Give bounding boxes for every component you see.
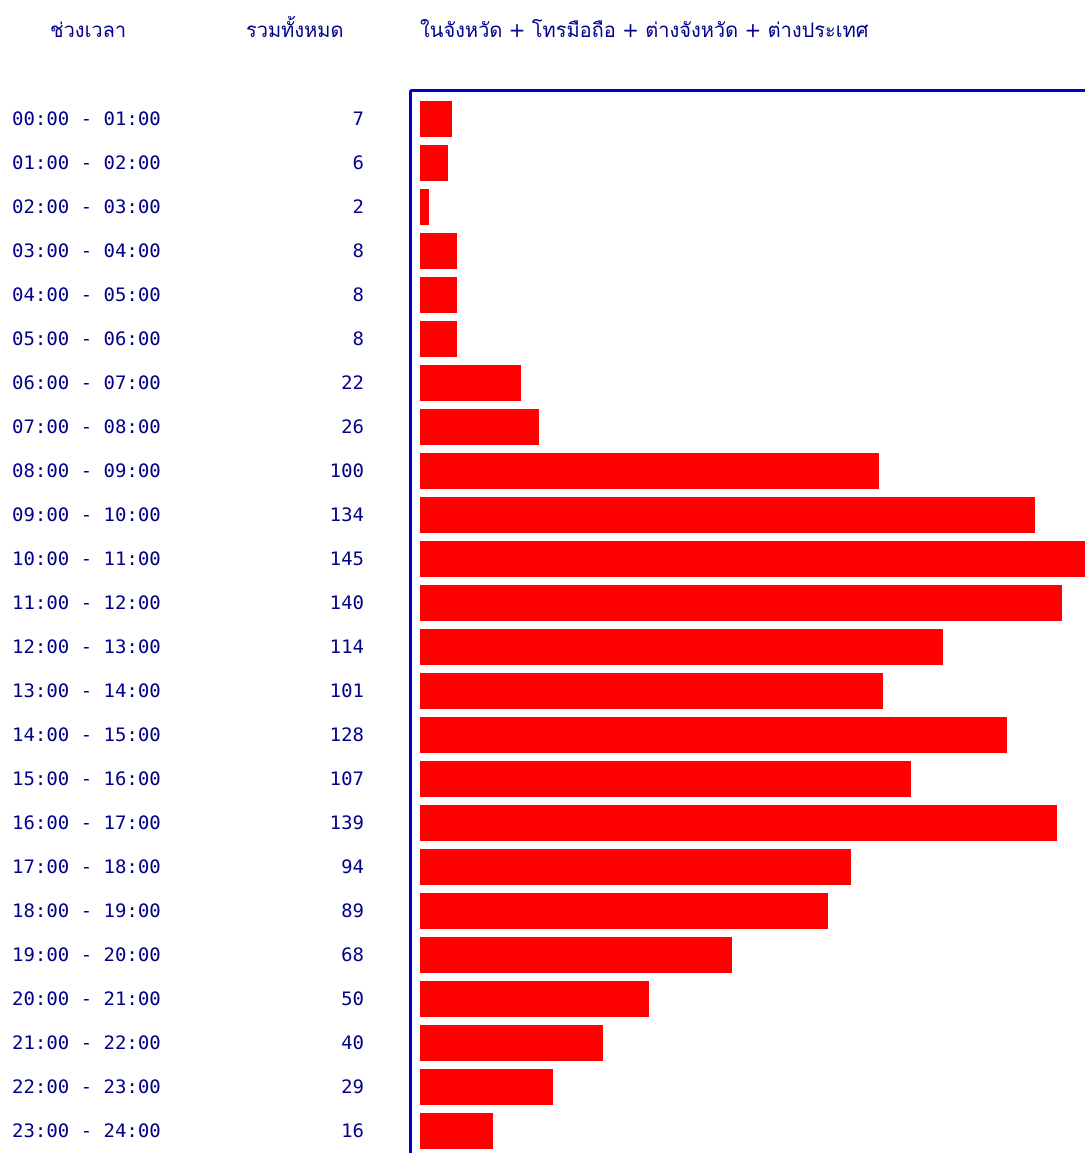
bar (420, 145, 448, 181)
total-value-label: 6 (352, 152, 364, 174)
total-value-label: 100 (329, 460, 364, 482)
bar (420, 673, 883, 709)
time-range-label: 22:00 - 23:00 (12, 1076, 161, 1098)
time-range-label: 00:00 - 01:00 (12, 108, 161, 130)
time-range-label: 16:00 - 17:00 (12, 812, 161, 834)
time-range-label: 18:00 - 19:00 (12, 900, 161, 922)
time-range-label: 02:00 - 03:00 (12, 196, 161, 218)
time-range-label: 12:00 - 13:00 (12, 636, 161, 658)
time-range-label: 20:00 - 21:00 (12, 988, 161, 1010)
total-value-label: 26 (341, 416, 364, 438)
total-value-label: 145 (329, 548, 364, 570)
bar (420, 321, 457, 357)
total-value-label: 107 (329, 768, 364, 790)
time-range-label: 09:00 - 10:00 (12, 504, 161, 526)
bar (420, 761, 911, 797)
bar (420, 409, 539, 445)
total-value-label: 29 (341, 1076, 364, 1098)
total-value-label: 16 (341, 1120, 364, 1142)
bar (420, 1025, 603, 1061)
total-value-label: 8 (352, 284, 364, 306)
total-value-label: 94 (341, 856, 364, 878)
bar (420, 189, 429, 225)
bar (420, 1069, 553, 1105)
time-range-label: 07:00 - 08:00 (12, 416, 161, 438)
time-range-label: 21:00 - 22:00 (12, 1032, 161, 1054)
total-value-label: 40 (341, 1032, 364, 1054)
bar (420, 365, 521, 401)
time-range-label: 04:00 - 05:00 (12, 284, 161, 306)
time-range-label: 23:00 - 24:00 (12, 1120, 161, 1142)
time-range-label: 11:00 - 12:00 (12, 592, 161, 614)
bar (420, 849, 851, 885)
bar (420, 101, 452, 137)
bar (420, 937, 732, 973)
time-range-label: 06:00 - 07:00 (12, 372, 161, 394)
total-value-label: 2 (352, 196, 364, 218)
total-value-label: 8 (352, 328, 364, 350)
total-value-label: 8 (352, 240, 364, 262)
bar (420, 893, 828, 929)
time-range-label: 13:00 - 14:00 (12, 680, 161, 702)
time-range-label: 08:00 - 09:00 (12, 460, 161, 482)
bar (420, 541, 1085, 577)
bar (420, 585, 1062, 621)
time-range-label: 01:00 - 02:00 (12, 152, 161, 174)
total-column-header: รวมทั้งหมด (246, 18, 344, 42)
bar (420, 981, 649, 1017)
time-range-label: 19:00 - 20:00 (12, 944, 161, 966)
bar (420, 233, 457, 269)
time-column-header: ช่วงเวลา (50, 18, 127, 42)
time-range-label: 17:00 - 18:00 (12, 856, 161, 878)
bar (420, 629, 943, 665)
total-value-label: 7 (352, 108, 364, 130)
total-value-label: 89 (341, 900, 364, 922)
total-value-label: 101 (329, 680, 364, 702)
bar (420, 453, 879, 489)
bar (420, 805, 1057, 841)
time-range-label: 05:00 - 06:00 (12, 328, 161, 350)
series-column-header: ในจังหวัด + โทรมือถือ + ต่างจังหวัด + ต่… (420, 18, 869, 42)
time-range-label: 10:00 - 11:00 (12, 548, 161, 570)
bar (420, 717, 1007, 753)
total-value-label: 68 (341, 944, 364, 966)
bar (420, 1113, 493, 1149)
time-range-label: 14:00 - 15:00 (12, 724, 161, 746)
time-range-label: 15:00 - 16:00 (12, 768, 161, 790)
chart-axis-frame (409, 89, 1085, 1153)
total-value-label: 114 (329, 636, 364, 658)
bar (420, 497, 1035, 533)
total-value-label: 140 (329, 592, 364, 614)
bar (420, 277, 457, 313)
total-value-label: 50 (341, 988, 364, 1010)
total-value-label: 134 (329, 504, 364, 526)
time-range-label: 03:00 - 04:00 (12, 240, 161, 262)
total-value-label: 22 (341, 372, 364, 394)
total-value-label: 128 (329, 724, 364, 746)
total-value-label: 139 (329, 812, 364, 834)
